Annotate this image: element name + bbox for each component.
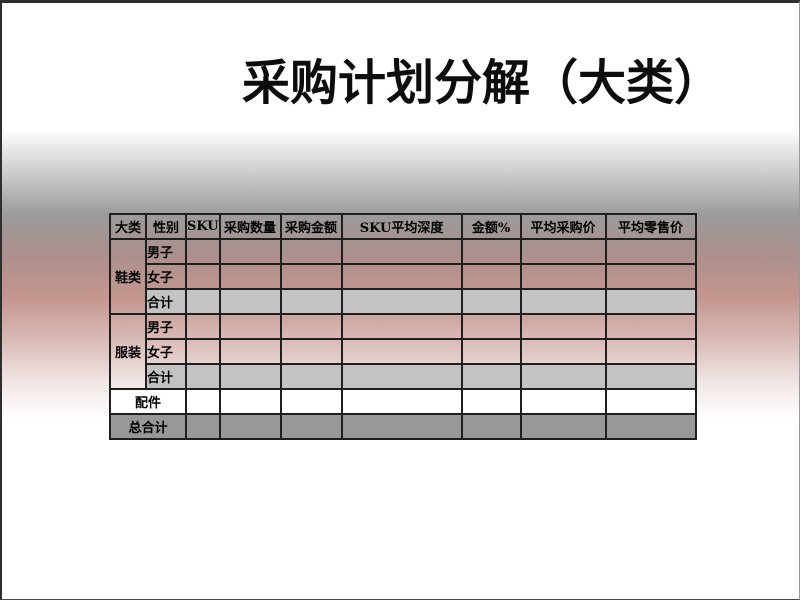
table-cell-empty bbox=[604, 288, 697, 315]
subtotal-label-cell: 合计 bbox=[145, 288, 187, 315]
table-row-apparel-subtotal: 合计 bbox=[110, 363, 697, 390]
table-cell-empty bbox=[460, 288, 522, 315]
table-cell-empty bbox=[519, 288, 607, 315]
col-header-avg-retail-price: 平均零售价 bbox=[604, 213, 697, 240]
table-cell-empty bbox=[460, 313, 522, 340]
table-cell-empty bbox=[340, 338, 463, 365]
table-cell-empty bbox=[218, 238, 282, 265]
table-cell-empty bbox=[279, 338, 343, 365]
table-cell-empty bbox=[340, 263, 463, 290]
slide-title: 采购计划分解（大类） bbox=[241, 55, 722, 111]
table-cell-empty bbox=[604, 363, 697, 390]
table-cell-empty bbox=[604, 413, 697, 440]
procurement-table: 大类 性别 SKU 采购数量 采购金额 SKU平均深度 金额% 平均采购价 平均… bbox=[109, 213, 697, 440]
table-cell-empty bbox=[519, 388, 607, 415]
table-cell-empty bbox=[519, 363, 607, 390]
table-cell-empty bbox=[340, 388, 463, 415]
col-header-avg-purchase-price: 平均采购价 bbox=[519, 213, 607, 240]
table-cell-empty bbox=[519, 263, 607, 290]
table-cell-empty bbox=[185, 413, 221, 440]
table-cell-empty bbox=[519, 413, 607, 440]
table-cell-empty bbox=[185, 263, 221, 290]
table-cell-empty bbox=[218, 288, 282, 315]
table-cell-empty bbox=[460, 238, 522, 265]
col-header-sku-avg-depth: SKU平均深度 bbox=[340, 213, 463, 240]
table-cell-empty bbox=[185, 388, 221, 415]
table-row-shoes-women: 女子 bbox=[110, 263, 697, 290]
table-cell-empty bbox=[340, 363, 463, 390]
table-cell-empty bbox=[460, 263, 522, 290]
table-cell-empty bbox=[218, 263, 282, 290]
table-row-apparel-women: 女子 bbox=[110, 338, 697, 365]
gender-cell: 女子 bbox=[145, 338, 187, 365]
table-cell-empty bbox=[279, 263, 343, 290]
table-header-row: 大类 性别 SKU 采购数量 采购金额 SKU平均深度 金额% 平均采购价 平均… bbox=[109, 213, 697, 240]
table-cell-empty bbox=[185, 313, 221, 340]
table-row-apparel-men: 服装 男子 bbox=[109, 313, 697, 390]
table-cell-empty bbox=[279, 388, 343, 415]
table-row-accessories: 配件 bbox=[109, 388, 697, 415]
table-cell-empty bbox=[218, 388, 282, 415]
table-cell-empty bbox=[340, 413, 463, 440]
table-cell-empty bbox=[185, 238, 221, 265]
table-cell-empty bbox=[519, 313, 607, 340]
table-row-grand-total: 总合计 bbox=[109, 413, 697, 440]
table-cell-empty bbox=[519, 238, 607, 265]
gender-cell: 男子 bbox=[145, 238, 187, 265]
table-cell-empty bbox=[218, 363, 282, 390]
table-cell-empty bbox=[340, 313, 463, 340]
table-cell-empty bbox=[460, 388, 522, 415]
table-cell-empty bbox=[519, 338, 607, 365]
table-cell-empty bbox=[185, 363, 221, 390]
col-header-gender: 性别 bbox=[145, 213, 187, 240]
subtotal-label-cell: 合计 bbox=[145, 363, 187, 390]
gender-cell: 女子 bbox=[145, 263, 187, 290]
table-cell-empty bbox=[185, 338, 221, 365]
table-cell-empty bbox=[279, 288, 343, 315]
table-cell-empty bbox=[460, 413, 522, 440]
table-cell-empty bbox=[218, 338, 282, 365]
table-cell-empty bbox=[604, 313, 697, 340]
category-cell-shoes: 鞋类 bbox=[109, 238, 147, 315]
table-cell-empty bbox=[279, 238, 343, 265]
table-cell-empty bbox=[460, 338, 522, 365]
table-cell-empty bbox=[185, 288, 221, 315]
table-cell-empty bbox=[279, 313, 343, 340]
category-cell-apparel: 服装 bbox=[109, 313, 147, 390]
table-cell-empty bbox=[218, 413, 282, 440]
table-cell-empty bbox=[604, 388, 697, 415]
table-cell-empty bbox=[340, 288, 463, 315]
col-header-sku: SKU bbox=[185, 213, 221, 240]
col-header-category: 大类 bbox=[109, 213, 147, 240]
table-row-shoes-subtotal: 合计 bbox=[110, 288, 697, 315]
table-cell-empty bbox=[340, 238, 463, 265]
accessories-label-cell: 配件 bbox=[109, 388, 187, 415]
table-cell-empty bbox=[604, 263, 697, 290]
col-header-purchase-qty: 采购数量 bbox=[218, 213, 282, 240]
table-cell-empty bbox=[604, 238, 697, 265]
gender-cell: 男子 bbox=[145, 313, 187, 340]
table-cell-empty bbox=[279, 413, 343, 440]
table-row-shoes-men: 鞋类 男子 bbox=[109, 238, 697, 315]
table-cell-empty bbox=[604, 338, 697, 365]
table-cell-empty bbox=[218, 313, 282, 340]
table-cell-empty bbox=[279, 363, 343, 390]
col-header-amount-pct: 金额% bbox=[460, 213, 522, 240]
grand-total-label-cell: 总合计 bbox=[109, 413, 187, 440]
col-header-purchase-amount: 采购金额 bbox=[279, 213, 343, 240]
table-cell-empty bbox=[460, 363, 522, 390]
